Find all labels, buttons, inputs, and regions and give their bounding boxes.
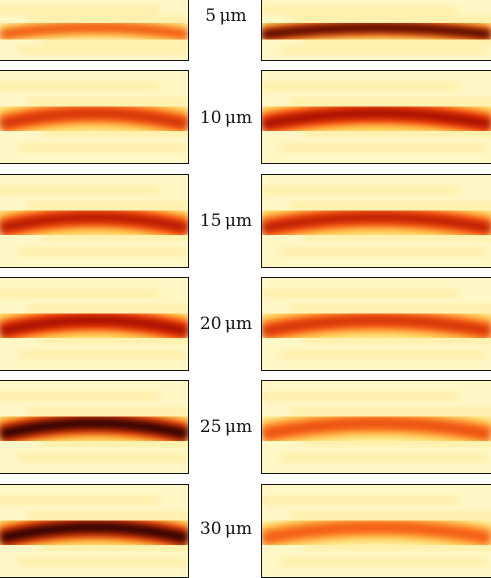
- right-panel-30um: [261, 484, 491, 578]
- right-panel-20um: [261, 277, 491, 371]
- heatmap-band-svg: [262, 485, 491, 577]
- left-panel-5um: [0, 0, 189, 61]
- heatmap-band-svg: [0, 278, 188, 370]
- right-panel-10um: [261, 70, 491, 164]
- heatmap-band-svg: [262, 0, 491, 60]
- right-panel-5um: [261, 0, 491, 61]
- row-label-15um: 15 μm: [199, 211, 253, 231]
- heatmap-band-svg: [262, 175, 491, 267]
- heatmap-band-svg: [0, 381, 188, 473]
- heatmap-band-svg: [262, 71, 491, 163]
- right-panel-25um: [261, 380, 491, 474]
- row-label-30um: 30 μm: [199, 519, 253, 539]
- left-panel-20um: [0, 277, 189, 371]
- heatmap-band-svg: [0, 0, 188, 60]
- left-panel-25um: [0, 380, 189, 474]
- heatmap-band-svg: [0, 71, 188, 163]
- row-label-20um: 20 μm: [199, 314, 253, 334]
- heatmap-band-svg: [0, 485, 188, 577]
- left-panel-15um: [0, 174, 189, 268]
- heatmap-band-svg: [0, 175, 188, 267]
- row-label-25um: 25 μm: [199, 417, 253, 437]
- heatmap-band-svg: [262, 278, 491, 370]
- heatmap-band-svg: [262, 381, 491, 473]
- left-panel-30um: [0, 484, 189, 578]
- right-panel-15um: [261, 174, 491, 268]
- left-panel-10um: [0, 70, 189, 164]
- row-label-5um: 5 μm: [205, 6, 247, 26]
- row-label-10um: 10 μm: [199, 108, 253, 128]
